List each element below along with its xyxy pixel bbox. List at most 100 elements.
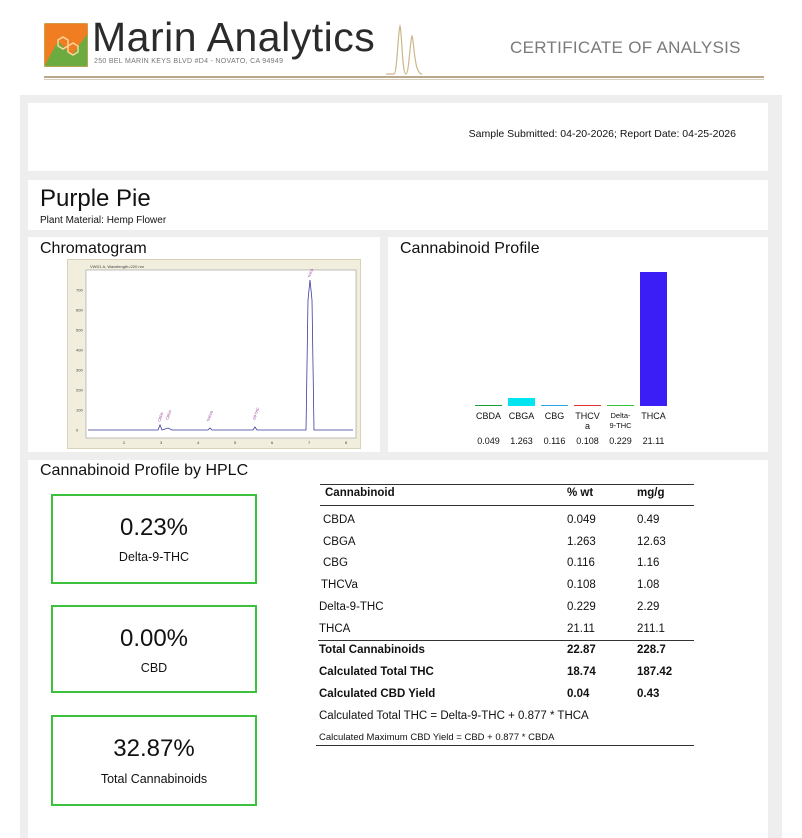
table-row-wt: 0.108 bbox=[567, 579, 596, 591]
table-row-name: THCA bbox=[319, 623, 351, 635]
bar-delta-9-thc bbox=[607, 404, 634, 406]
svg-text:THCA: THCA bbox=[307, 267, 314, 278]
chrom-x-tick: 3 bbox=[160, 440, 163, 445]
profile-chart-panel: Cannabinoid Profile bbox=[388, 237, 768, 452]
svg-text:D9-THC: D9-THC bbox=[252, 406, 260, 420]
chromatogram-caption: VWD1 A, Wavelength=220 nm bbox=[90, 264, 145, 269]
table-total-name: Calculated CBD Yield bbox=[319, 688, 436, 700]
table-row-name: CBDA bbox=[323, 514, 355, 526]
product-name: Purple Pie bbox=[40, 185, 151, 212]
table-total-mg: 0.43 bbox=[637, 688, 660, 700]
svg-text:CBDA: CBDA bbox=[157, 411, 164, 422]
table-row-name: CBGA bbox=[323, 536, 356, 548]
summary-label: Total Cannabinoids bbox=[100, 772, 208, 786]
summary-value: 0.00% bbox=[119, 625, 189, 652]
table-total-wt: 0.04 bbox=[567, 688, 590, 700]
bar-category-label: THCV a bbox=[575, 411, 600, 431]
bar-category-label: Delta- 9-THC bbox=[609, 411, 632, 430]
table-row-mg: 1.08 bbox=[637, 579, 660, 591]
header-divider bbox=[44, 76, 764, 78]
brand-name: Marin Analytics bbox=[92, 14, 376, 60]
formula-total-thc: Calculated Total THC = Delta-9-THC + 0.8… bbox=[319, 710, 589, 722]
table-header-wt: % wt bbox=[567, 487, 594, 499]
chrom-x-tick: 5 bbox=[234, 440, 237, 445]
chrom-x-tick: 2 bbox=[123, 440, 126, 445]
table-row-wt: 1.263 bbox=[567, 536, 596, 548]
chrom-y-tick: 400 bbox=[76, 348, 83, 353]
bar-cbga bbox=[508, 397, 535, 406]
summary-card-total: 32.87% Total Cannabinoids bbox=[51, 715, 257, 806]
table-total-name: Calculated Total THC bbox=[319, 666, 434, 678]
table-row-mg: 2.29 bbox=[637, 601, 660, 613]
plant-material: Plant Material: Hemp Flower bbox=[40, 215, 167, 226]
bar-cbda bbox=[475, 404, 502, 406]
peak-logo-graphic bbox=[386, 24, 422, 75]
report-dates: Sample Submitted: 04-20-2026; Report Dat… bbox=[468, 128, 736, 140]
profile-chart-heading: Cannabinoid Profile bbox=[400, 240, 540, 257]
bar-thca bbox=[640, 272, 667, 406]
table-row-mg: 211.1 bbox=[637, 623, 665, 635]
table-header-cannabinoid: Cannabinoid bbox=[325, 487, 395, 499]
summary-value: 0.23% bbox=[119, 514, 189, 541]
bar-category-label: CBGA bbox=[508, 411, 535, 421]
profile-bar-chart: CBDA 0.049 CBGA 1.263 CBG 0.116 THCV a 0.108 Delt… bbox=[470, 262, 680, 452]
bar-value-label: 0.049 bbox=[477, 436, 500, 446]
table-top-rule bbox=[320, 484, 694, 485]
table-row-wt: 0.116 bbox=[567, 557, 595, 569]
table-bottom-rule bbox=[316, 745, 694, 746]
chromatogram-heading: Chromatogram bbox=[40, 240, 147, 257]
bar-value-label: 1.263 bbox=[510, 436, 533, 446]
table-total-mg: 187.42 bbox=[637, 666, 673, 678]
summary-label: Delta-9-THC bbox=[118, 550, 190, 564]
table-row-wt: 0.229 bbox=[567, 601, 596, 613]
dates-panel: Sample Submitted: 04-20-2026; Report Dat… bbox=[28, 103, 768, 171]
hplc-heading: Cannabinoid Profile by HPLC bbox=[40, 462, 249, 479]
header-divider-thin bbox=[44, 79, 764, 80]
chrom-y-tick: 0 bbox=[76, 428, 79, 433]
table-row-wt: 0.049 bbox=[567, 514, 596, 526]
chromatogram-image: VWD1 A, Wavelength=220 nm 700 600 500 400 30… bbox=[67, 259, 361, 449]
table-total-name: Total Cannabinoids bbox=[319, 644, 425, 656]
table-row-name: THCVa bbox=[321, 579, 358, 591]
chrom-y-tick: 600 bbox=[76, 308, 83, 313]
table-row-mg: 0.49 bbox=[637, 514, 660, 526]
company-logo bbox=[44, 23, 88, 67]
svg-text:THCVa: THCVa bbox=[206, 410, 214, 422]
document-type: CERTIFICATE OF ANALYSIS bbox=[510, 38, 741, 57]
bar-value-label: 21.11 bbox=[642, 436, 665, 446]
table-row-wt: 21.11 bbox=[567, 623, 595, 635]
table-totals-rule bbox=[318, 640, 694, 641]
chrom-x-tick: 7 bbox=[308, 440, 311, 445]
title-panel: Purple Pie Plant Material: Hemp Flower bbox=[28, 180, 768, 230]
bar-category-label: THCA bbox=[641, 411, 666, 421]
table-row-mg: 12.63 bbox=[637, 536, 666, 548]
chrom-y-tick: 500 bbox=[76, 328, 83, 333]
bar-category-label: CBG bbox=[544, 411, 565, 421]
table-row-mg: 1.16 bbox=[637, 557, 660, 569]
chrom-x-tick: 8 bbox=[345, 440, 348, 445]
chrom-y-tick: 100 bbox=[76, 408, 83, 413]
bar-value-label: 0.108 bbox=[576, 436, 599, 446]
company-address: 250 BEL MARIN KEYS BLVD #D4 - NOVATO, CA… bbox=[94, 58, 284, 65]
table-total-wt: 22.87 bbox=[567, 644, 596, 656]
bar-value-label: 0.116 bbox=[543, 436, 566, 446]
formula-cbd-yield: Calculated Maximum CBD Yield = CBD + 0.8… bbox=[319, 732, 555, 743]
bar-thcva bbox=[574, 404, 601, 406]
svg-text:CBGA: CBGA bbox=[165, 409, 172, 420]
summary-value: 32.87% bbox=[113, 735, 195, 762]
chrom-y-tick: 300 bbox=[76, 368, 83, 373]
summary-card-d9thc: 0.23% Delta-9-THC bbox=[51, 494, 257, 584]
summary-card-cbd: 0.00% CBD bbox=[51, 605, 257, 693]
chrom-x-tick: 4 bbox=[197, 440, 200, 445]
table-total-mg: 228.7 bbox=[637, 644, 666, 656]
bar-cbg bbox=[541, 404, 568, 406]
chrom-y-tick: 700 bbox=[76, 288, 83, 293]
table-row-name: CBG bbox=[323, 557, 348, 569]
table-row-name: Delta-9-THC bbox=[319, 601, 384, 613]
bar-category-label: CBDA bbox=[475, 411, 501, 421]
table-header-rule bbox=[320, 505, 694, 506]
bar-value-label: 0.229 bbox=[609, 436, 632, 446]
summary-label: CBD bbox=[140, 661, 168, 675]
table-header-mg: mg/g bbox=[637, 487, 665, 499]
chrom-x-tick: 6 bbox=[271, 440, 274, 445]
